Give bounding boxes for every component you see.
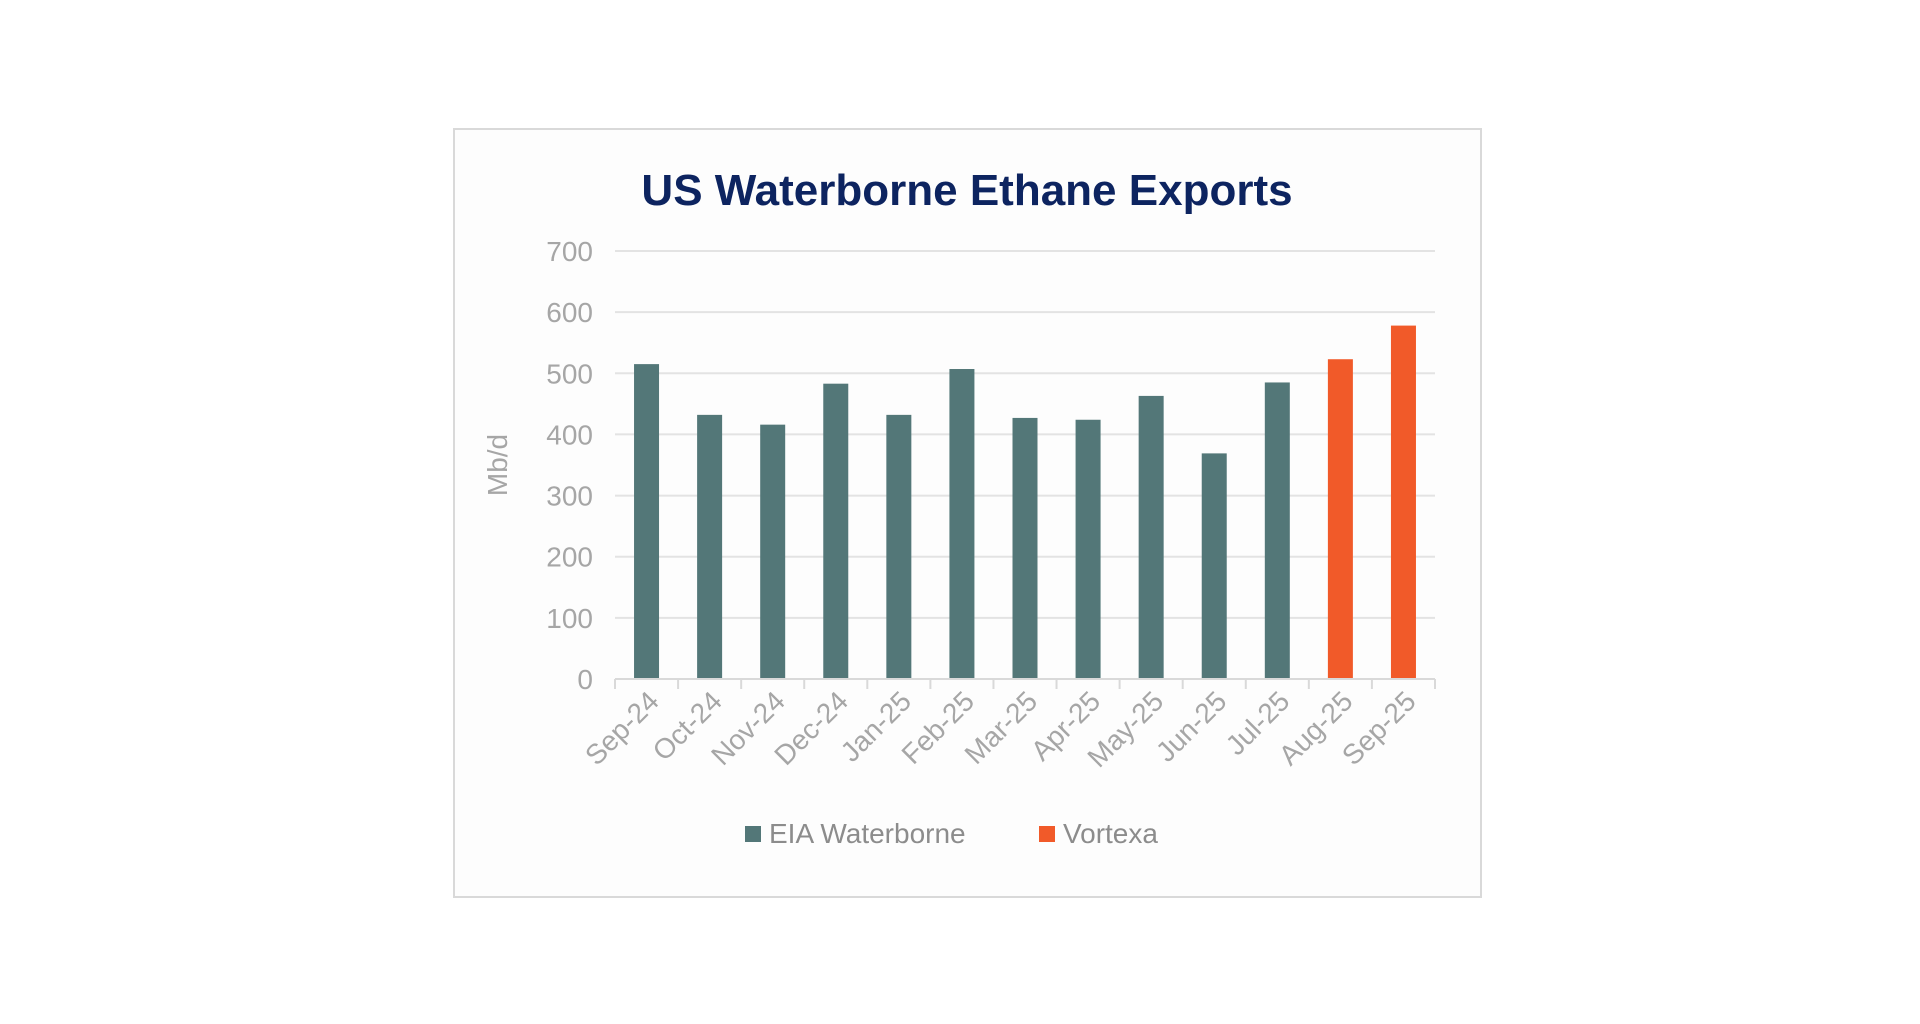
- bar-mar-25-eia-waterborne: [1012, 417, 1038, 679]
- x-axis: Sep-24Oct-24Nov-24Dec-24Jan-25Feb-25Mar-…: [579, 678, 1436, 773]
- bar-sep-24-eia-waterborne: [634, 364, 660, 679]
- x-tick-label: Mar-25: [959, 685, 1044, 770]
- y-tick-label: 500: [546, 358, 593, 389]
- y-tick-label: 700: [546, 236, 593, 267]
- bar-may-25-eia-waterborne: [1138, 395, 1164, 679]
- bars: [634, 325, 1416, 679]
- y-axis-label: Mb/d: [482, 434, 513, 496]
- y-tick-label: 0: [577, 664, 593, 695]
- legend-swatch: [1039, 826, 1055, 842]
- bar-apr-25-eia-waterborne: [1075, 419, 1101, 679]
- y-tick-label: 300: [546, 481, 593, 512]
- y-tick-label: 100: [546, 603, 593, 634]
- legend-label: Vortexa: [1063, 818, 1158, 849]
- x-tick-label: Sep-24: [579, 685, 665, 771]
- bar-oct-24-eia-waterborne: [697, 414, 723, 679]
- bar-jan-25-eia-waterborne: [886, 414, 912, 679]
- bar-jul-25-eia-waterborne: [1264, 382, 1290, 679]
- bar-feb-25-eia-waterborne: [949, 369, 975, 679]
- y-tick-label: 600: [546, 297, 593, 328]
- bar-nov-24-eia-waterborne: [760, 424, 786, 679]
- chart-title: US Waterborne Ethane Exports: [641, 166, 1292, 215]
- y-tick-label: 400: [546, 419, 593, 450]
- x-tick-label: Jun-25: [1150, 685, 1232, 767]
- chart-frame: US Waterborne Ethane Exports 0 100 200 300 4…: [453, 128, 1482, 898]
- legend-swatch: [745, 826, 761, 842]
- legend-label: EIA Waterborne: [769, 818, 966, 849]
- y-axis-ticks: 0 100 200 300 400 500 600 700: [546, 236, 593, 695]
- bar-jun-25-eia-waterborne: [1201, 453, 1227, 679]
- bar-aug-25-vortexa: [1327, 359, 1353, 679]
- y-tick-label: 200: [546, 542, 593, 573]
- bar-dec-24-eia-waterborne: [823, 383, 849, 679]
- bar-sep-25-vortexa: [1390, 325, 1416, 679]
- bar-chart: US Waterborne Ethane Exports 0 100 200 300 4…: [482, 166, 1436, 849]
- legend: EIA Waterborne Vortexa: [745, 818, 1158, 849]
